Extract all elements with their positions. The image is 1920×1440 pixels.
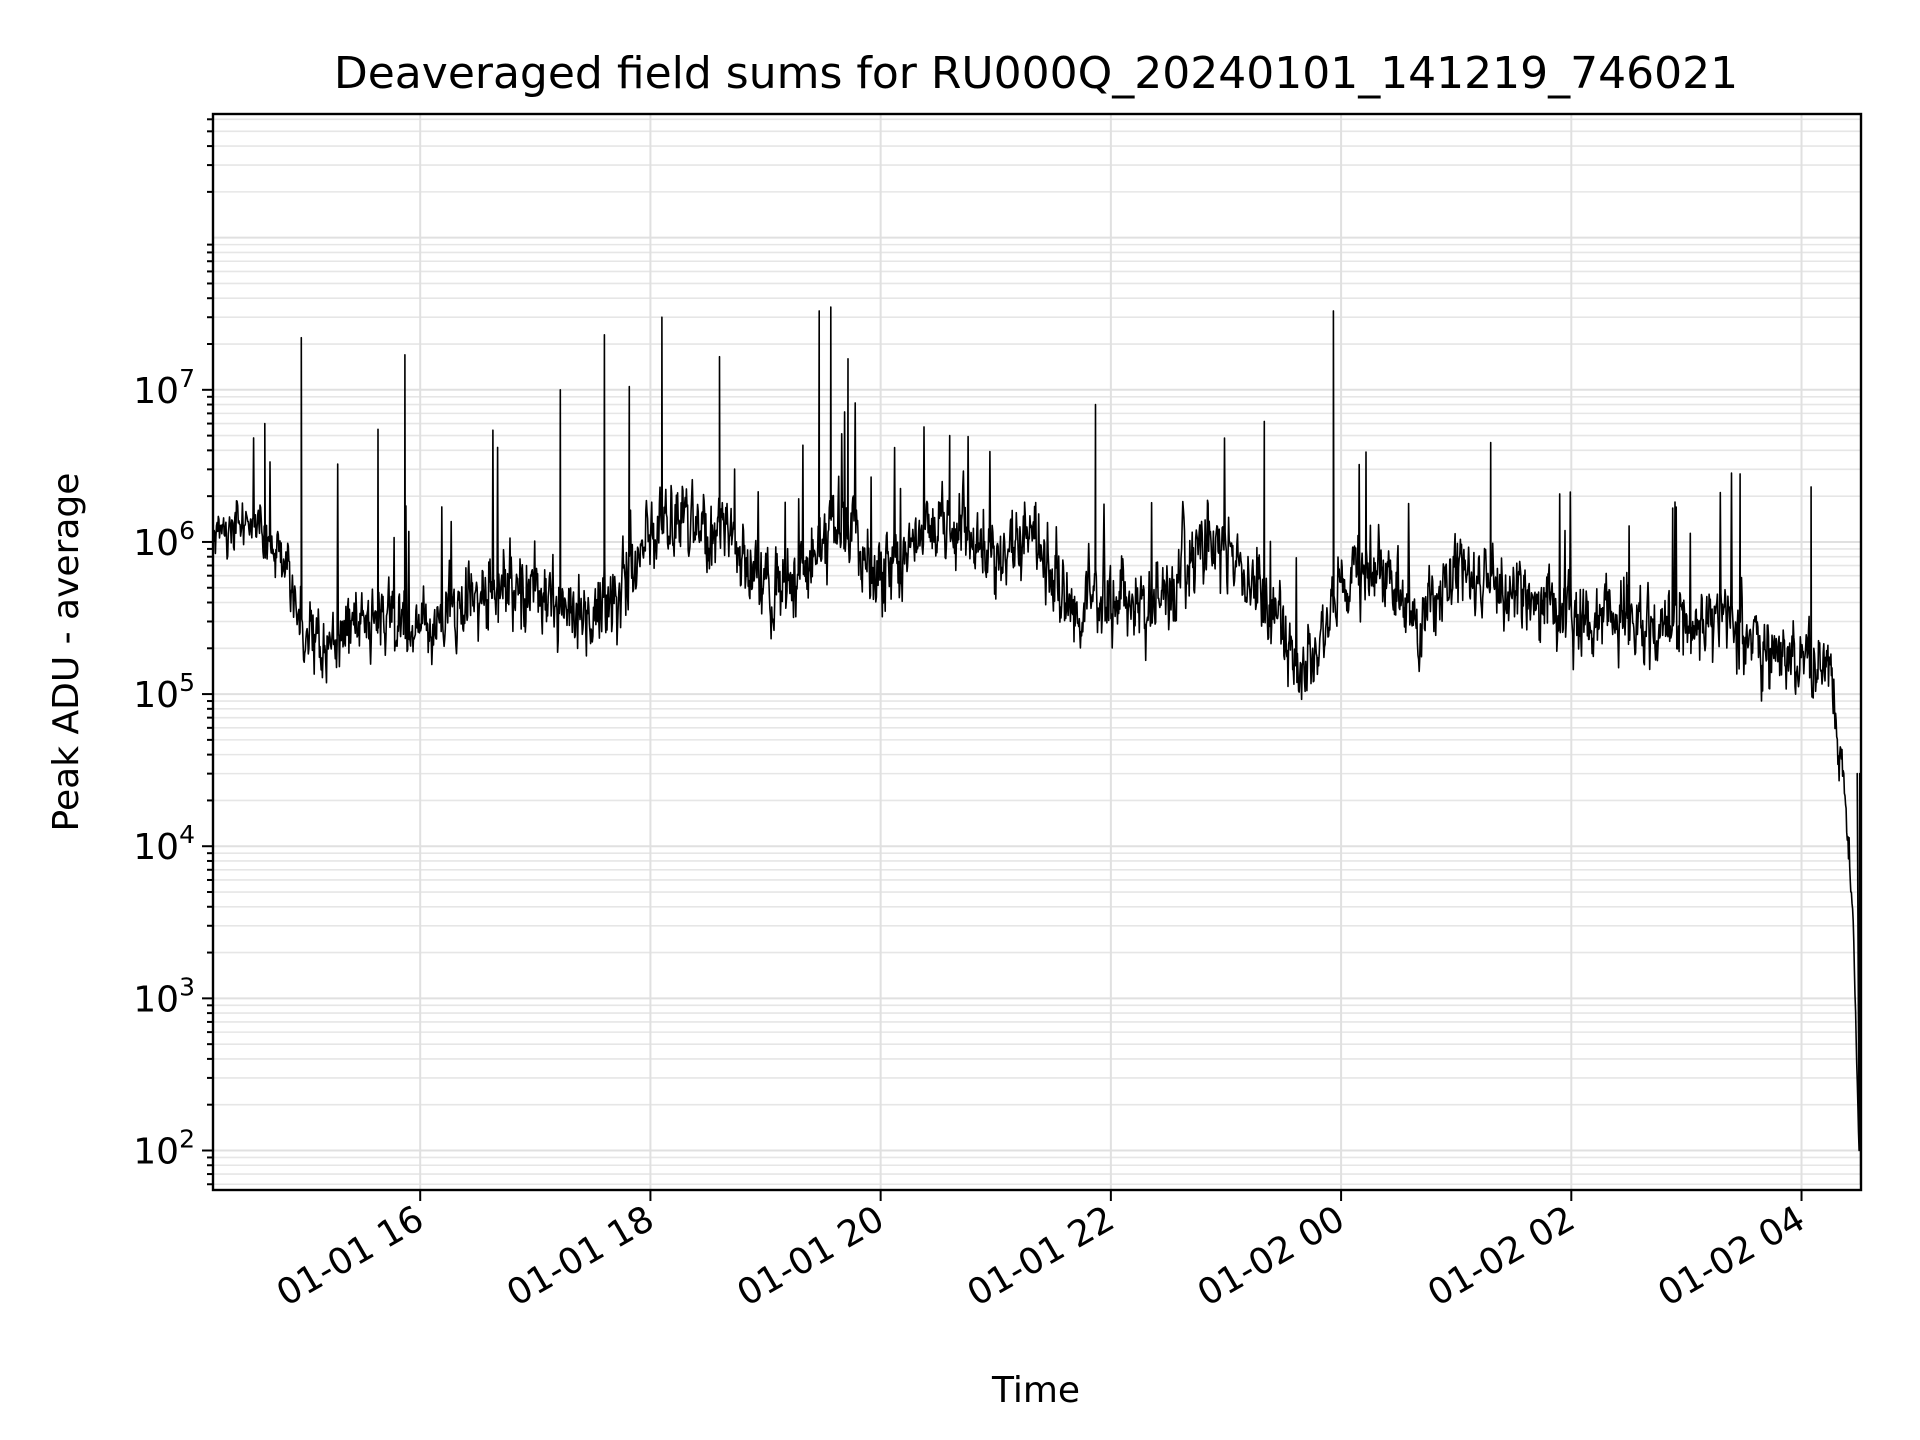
y-axis: 102 103 104 105 106 107 (133, 118, 213, 1186)
x-tick-label: 01-02 04 (1651, 1198, 1812, 1314)
minor-gridlines (213, 118, 1861, 1186)
y-tick-label: 106 (133, 516, 195, 564)
y-tick-label: 102 (133, 1124, 195, 1172)
major-gridlines (213, 114, 1861, 1190)
x-tick-label: 01-01 22 (961, 1198, 1122, 1314)
y-axis-label: Peak ADU - average (46, 473, 87, 832)
plot-frame (211, 112, 1863, 1192)
y-tick-label: 104 (133, 820, 195, 868)
y-tick-label: 105 (133, 668, 195, 716)
x-axis: 01-01 16 01-01 18 01-01 20 01-01 22 01-02 00… (270, 1190, 1812, 1315)
x-tick-label: 01-01 20 (730, 1198, 891, 1314)
x-tick-label: 01-01 18 (500, 1198, 661, 1314)
y-tick-label: 103 (133, 972, 195, 1020)
x-axis-label: Time (991, 1370, 1080, 1411)
series-line (212, 306, 1862, 1185)
x-tick-label: 01-02 00 (1191, 1198, 1352, 1314)
chart-title: Deaveraged field sums for RU000Q_2024010… (334, 48, 1738, 99)
x-tick-label: 01-01 16 (270, 1198, 431, 1314)
y-tick-label: 107 (133, 364, 195, 412)
x-tick-label: 01-02 02 (1421, 1198, 1582, 1314)
